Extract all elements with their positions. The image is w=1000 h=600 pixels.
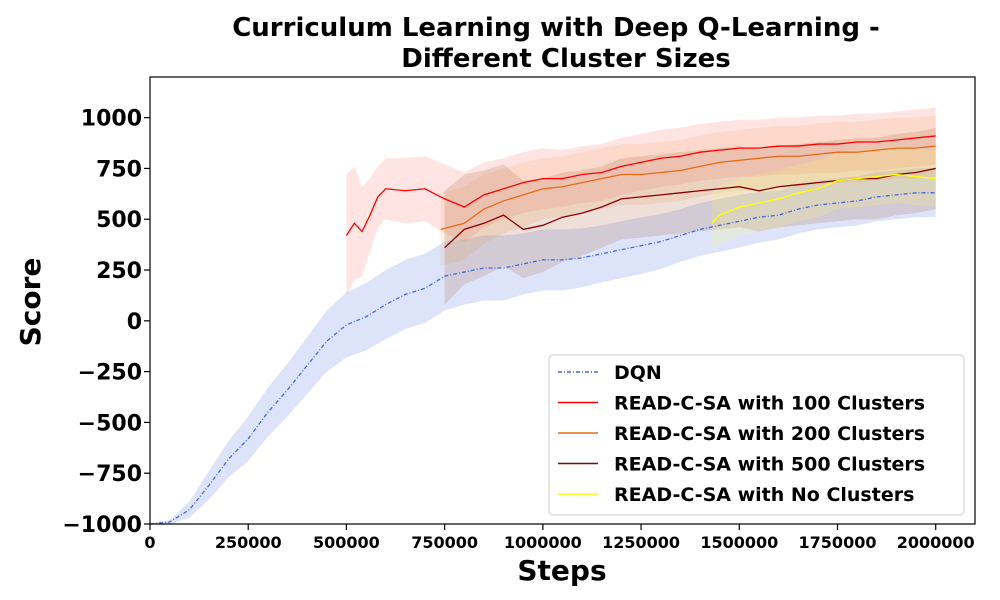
legend-label: DQN (614, 362, 662, 384)
x-tick-label: 250000 (215, 533, 282, 552)
legend-label: READ-C-SA with No Clusters (614, 484, 914, 506)
series-4-band (711, 146, 936, 254)
x-tick-label: 1750000 (799, 533, 877, 552)
x-tick-label: 1500000 (700, 533, 778, 552)
series-lines (149, 135, 936, 525)
x-tick-label: 2000000 (897, 533, 975, 552)
series-1-band (346, 107, 936, 297)
chart-title: Curriculum Learning with Deep Q-Learning… (232, 13, 880, 74)
x-tick-label: 1250000 (602, 533, 680, 552)
series-2-band (440, 115, 936, 266)
y-tick-label: −1000 (62, 513, 142, 538)
y-tick-label: −500 (78, 411, 142, 436)
confidence-bands (150, 107, 936, 524)
y-tick-label: −250 (78, 361, 142, 386)
series-2-line (440, 145, 936, 231)
legend-label: READ-C-SA with 100 Clusters (614, 393, 925, 415)
legend-box (548, 354, 965, 516)
series-4-line (711, 173, 936, 224)
y-tick-label: 0 (127, 310, 142, 335)
series-0-line (149, 192, 936, 525)
x-axis-ticks: 0 250000 500000 750000 1000000 1250000 1500000… (144, 524, 975, 552)
x-tick-label: 500000 (313, 533, 380, 552)
series-0-band (150, 168, 936, 524)
legend-items: DQN READ-C-SA with 100 Clusters READ-C-SA … (558, 362, 925, 506)
y-tick-label: 500 (96, 208, 142, 233)
x-tick-label: 750000 (411, 533, 478, 552)
x-tick-label: 1000000 (504, 533, 582, 552)
series-1-line (345, 135, 936, 236)
x-tick-label: 0 (144, 533, 155, 552)
y-axis-label: Score (14, 258, 47, 347)
y-tick-label: 250 (96, 259, 142, 284)
series-3-band (444, 127, 936, 305)
y-tick-label: 1000 (81, 107, 142, 132)
chart-title-line-2: Different Cluster Sizes (401, 44, 730, 74)
y-axis-ticks: −1000 −750 −500 −250 0 250 500 750 1000 (62, 107, 150, 538)
x-axis-label: Steps (517, 554, 606, 587)
legend-label: READ-C-SA with 200 Clusters (614, 423, 925, 445)
legend: DQN READ-C-SA with 100 Clusters READ-C-SA … (548, 354, 965, 516)
plot-area-frame (149, 76, 976, 525)
y-tick-label: −750 (78, 462, 142, 487)
legend-label: READ-C-SA with 500 Clusters (614, 454, 925, 476)
y-tick-label: 750 (96, 157, 142, 182)
chart-title-line-1: Curriculum Learning with Deep Q-Learning… (232, 13, 880, 43)
